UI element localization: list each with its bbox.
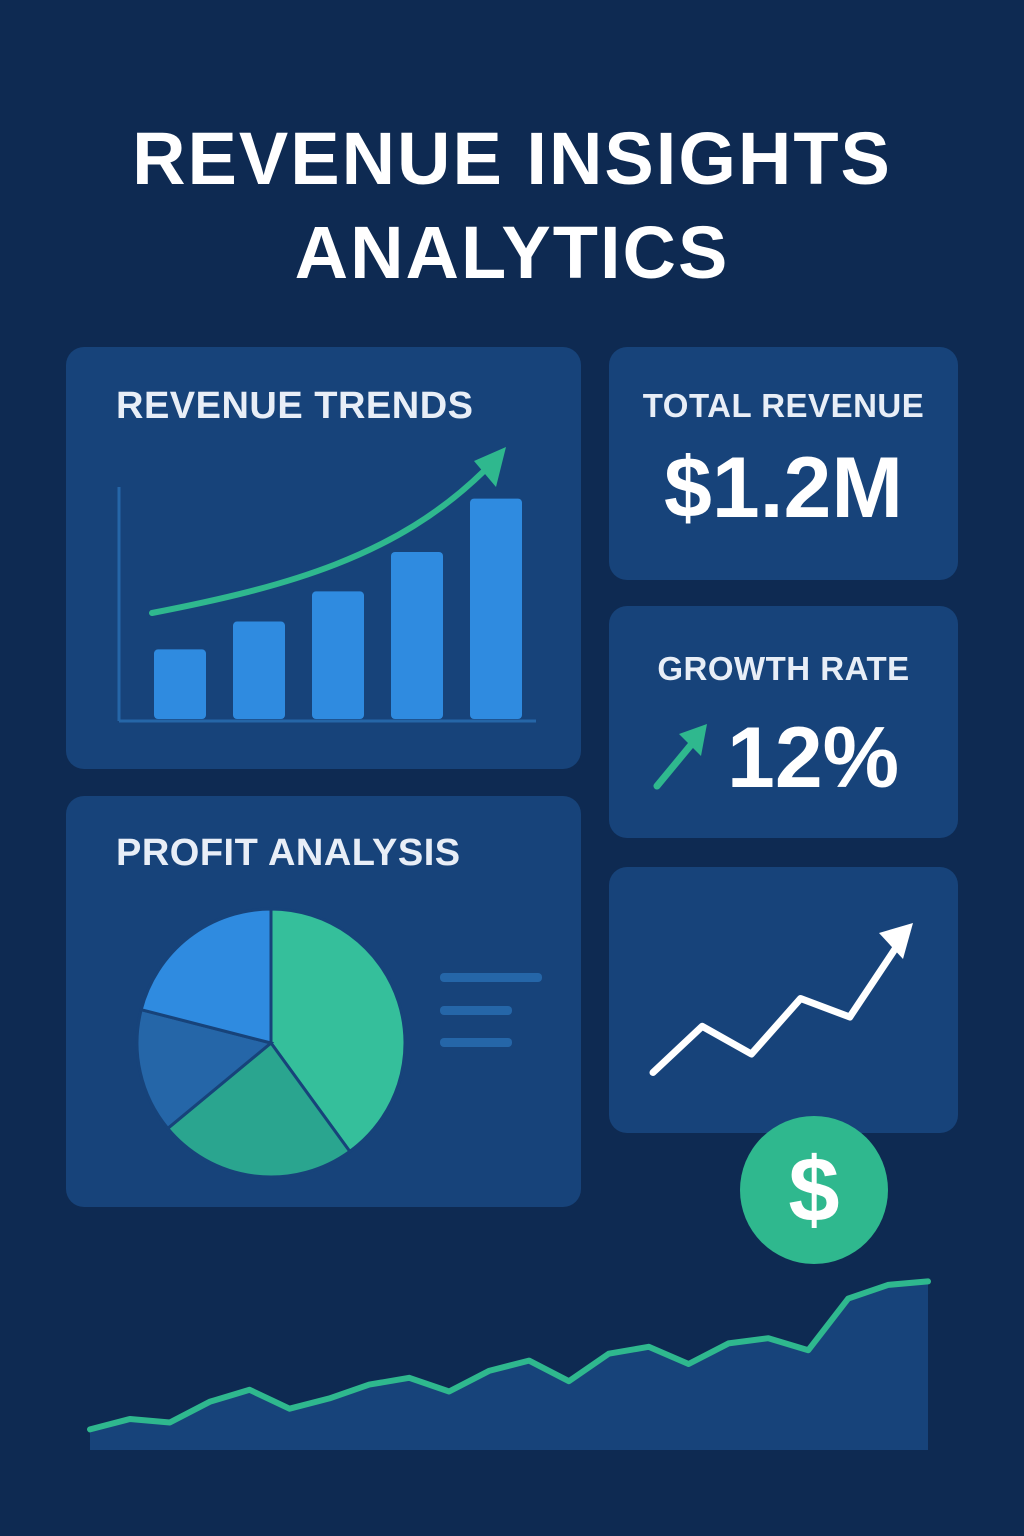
legend-line-3 <box>440 1038 512 1047</box>
bar-3 <box>312 591 364 719</box>
revenue-trends-title: REVENUE TRENDS <box>116 385 474 427</box>
arrow-up-right-icon <box>653 724 707 790</box>
pie-slice-4 <box>139 907 273 1045</box>
page-title: REVENUE INSIGHTS ANALYTICS <box>0 112 1024 300</box>
bar-1 <box>154 649 206 719</box>
trend-arrow-head <box>879 923 913 959</box>
growth-rate-title: GROWTH RATE <box>657 650 910 687</box>
total-revenue-value: $1.2M <box>663 440 904 536</box>
profit-pie-chart <box>135 907 542 1179</box>
legend-line-2 <box>440 1006 512 1015</box>
pie-slice-2 <box>165 1040 352 1179</box>
dollar-symbol: $ <box>788 1138 840 1241</box>
legend-line-1 <box>440 973 542 982</box>
revenue-trends-chart <box>117 447 536 723</box>
profit-analysis-card: PROFIT ANALYSIS <box>66 796 581 1207</box>
trend-line <box>649 939 903 1076</box>
total-revenue-card: TOTAL REVENUE $1.2M <box>609 347 958 580</box>
trend-line-card <box>609 867 958 1133</box>
page-title-line2: ANALYTICS <box>294 211 730 294</box>
bar-5 <box>470 498 522 719</box>
revenue-trends-card: REVENUE TRENDS <box>66 347 581 769</box>
profit-analysis-title: PROFIT ANALYSIS <box>116 832 461 874</box>
total-revenue-title: TOTAL REVENUE <box>642 387 925 424</box>
dollar-icon: $ <box>740 1116 888 1264</box>
area-line <box>87 1278 931 1433</box>
trend-arrow-head <box>474 447 506 487</box>
bar-4 <box>391 551 443 719</box>
pie-slice-3 <box>135 1007 275 1131</box>
bottom-area-chart <box>87 1278 931 1450</box>
trend-line-chart <box>649 923 913 1076</box>
bar-2 <box>233 621 285 719</box>
growth-rate-card: GROWTH RATE 12% <box>609 606 958 838</box>
growth-rate-value: 12% <box>727 710 900 806</box>
trend-curve <box>149 468 487 616</box>
pie-slice-1 <box>269 907 407 1154</box>
page-title-line1: REVENUE INSIGHTS <box>132 117 892 200</box>
